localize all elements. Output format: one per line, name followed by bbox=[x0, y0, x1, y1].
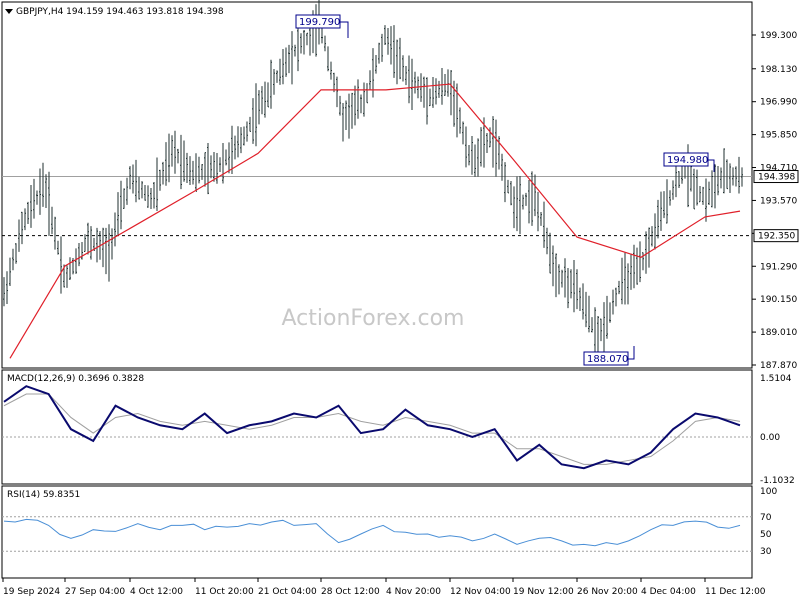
macd-signal-line bbox=[3, 393, 741, 465]
x-tick-label: 19 Nov 12:00 bbox=[513, 587, 574, 597]
x-tick-label: 11 Dec 12:00 bbox=[705, 587, 766, 597]
y-tick-label: 193.570 bbox=[760, 196, 797, 206]
support-level-box bbox=[753, 229, 799, 243]
annotation-leader bbox=[340, 21, 349, 38]
macd-label: MACD(12,26,9) 0.3696 0.3828 bbox=[7, 374, 144, 384]
y-tick-label: 191.290 bbox=[760, 262, 797, 272]
rsi-panel-frame bbox=[1, 485, 753, 579]
rsi-label: RSI(14) 59.8351 bbox=[7, 490, 80, 500]
annotation-label: 188.070 bbox=[587, 354, 628, 365]
y-tick-label: 190.150 bbox=[760, 295, 797, 305]
annotation-label: 199.790 bbox=[299, 17, 340, 28]
x-tick-label: 4 Oct 12:00 bbox=[130, 587, 183, 597]
watermark: ActionForex.com bbox=[282, 306, 465, 331]
x-tick-label: 4 Nov 20:00 bbox=[386, 587, 441, 597]
chart-title: GBPJPY,H4 194.159 194.463 193.818 194.39… bbox=[16, 7, 224, 17]
x-tick-label: 28 Oct 12:00 bbox=[321, 587, 380, 597]
x-tick-label: 12 Nov 04:00 bbox=[450, 587, 511, 597]
macd-tick-label: 1.5104 bbox=[760, 374, 792, 384]
y-tick-label: 187.870 bbox=[760, 361, 797, 371]
support-level-label: 192.350 bbox=[758, 232, 795, 242]
annotation-label: 194.980 bbox=[667, 155, 708, 166]
x-tick-label: 4 Dec 04:00 bbox=[641, 587, 696, 597]
x-tick-label: 21 Oct 04:00 bbox=[258, 587, 317, 597]
x-tick-label: 19 Sep 2024 bbox=[3, 587, 60, 597]
y-tick-label: 198.130 bbox=[760, 65, 797, 75]
rsi-tick-label: 30 bbox=[760, 547, 772, 557]
macd-line bbox=[3, 385, 741, 470]
price-panel-frame bbox=[1, 1, 753, 369]
macd-panel-frame bbox=[1, 369, 753, 485]
x-tick-label: 11 Oct 20:00 bbox=[195, 587, 254, 597]
y-tick-label: 199.300 bbox=[760, 31, 797, 41]
collapse-triangle-icon bbox=[5, 9, 13, 14]
current-price-box bbox=[753, 170, 799, 184]
macd-tick-label: -1.1032 bbox=[760, 476, 795, 486]
rsi-line bbox=[3, 518, 741, 547]
rsi-tick-label: 50 bbox=[760, 530, 772, 540]
moving-average-line bbox=[9, 83, 741, 359]
y-tick-label: 194.710 bbox=[760, 164, 797, 174]
y-tick-label: 196.990 bbox=[760, 98, 797, 108]
x-tick-label: 26 Nov 20:00 bbox=[577, 587, 638, 597]
annotation-leader bbox=[708, 159, 715, 172]
y-tick-label: 195.850 bbox=[760, 131, 797, 141]
rsi-tick-label: 70 bbox=[760, 513, 772, 523]
x-tick-label: 27 Sep 04:00 bbox=[65, 587, 125, 597]
rsi-tick-label: 100 bbox=[760, 487, 777, 497]
y-tick-label: 189.010 bbox=[760, 328, 797, 338]
macd-tick-label: 0.00 bbox=[760, 433, 780, 443]
current-price-label: 194.398 bbox=[758, 173, 795, 183]
annotation-leader bbox=[628, 346, 635, 360]
